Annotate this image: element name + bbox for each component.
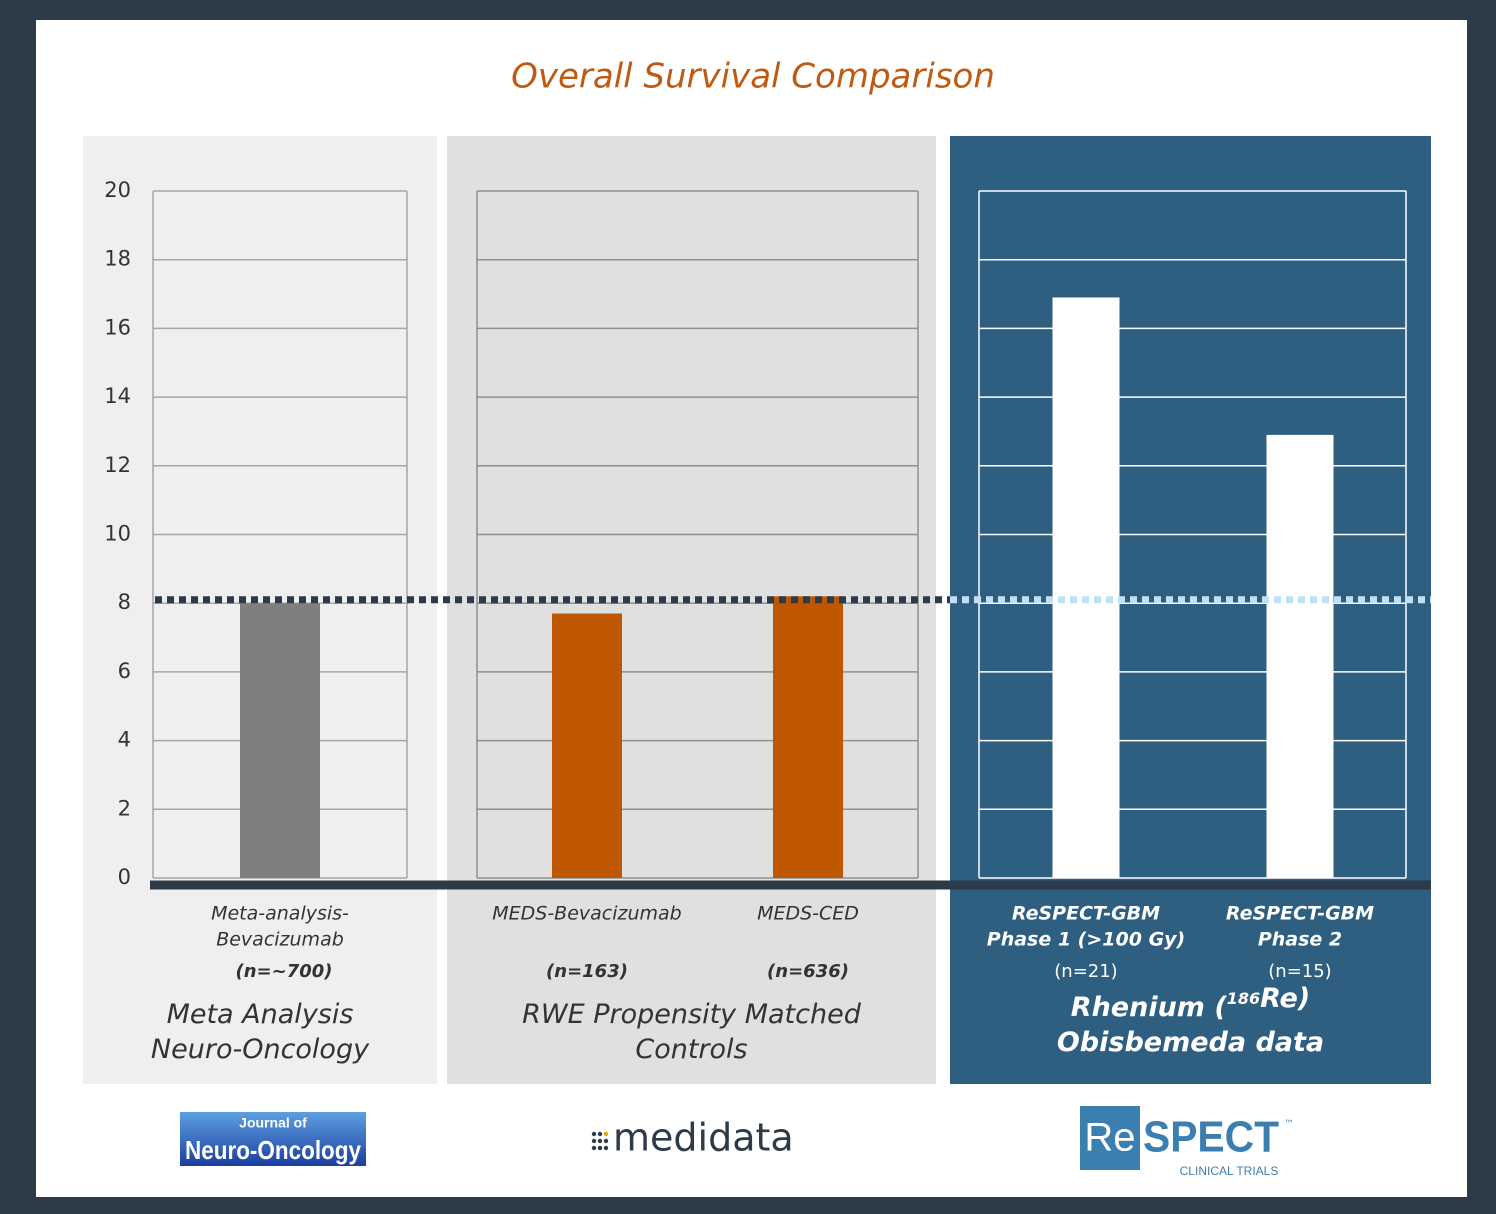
- category-label: Meta-analysis-: [211, 903, 349, 925]
- y-tick-label: 12: [104, 453, 131, 477]
- medidata-logo: medidata: [591, 1116, 794, 1160]
- bar: [773, 596, 843, 878]
- category-label: MEDS-Bevacizumab: [492, 903, 682, 925]
- bar: [1052, 297, 1120, 878]
- group-label-part: Rhenium (: [1071, 992, 1228, 1023]
- logo-text: Journal of: [239, 1115, 307, 1131]
- respect-logo: Re SPECT ™ CLINICAL TRIALS: [1080, 1106, 1294, 1178]
- group-label: RWE Propensity Matched: [522, 999, 862, 1030]
- category-label: Phase 2: [1258, 929, 1342, 951]
- group-label: Controls: [635, 1034, 747, 1065]
- category-label: MEDS-CED: [757, 903, 859, 925]
- group-label-part: Re): [1260, 983, 1310, 1014]
- chart-title: Overall Survival Comparison: [511, 57, 995, 97]
- sample-size-label: (n=21): [1054, 961, 1117, 982]
- y-tick-label: 0: [118, 865, 131, 889]
- sample-size-label: (n=~700): [235, 961, 332, 982]
- group-label-part: RWE Propensity Matched: [522, 999, 862, 1030]
- category-label: Bevacizumab: [216, 929, 344, 951]
- y-tick-label: 14: [104, 384, 131, 408]
- y-tick-label: 20: [104, 178, 131, 202]
- y-tick-label: 10: [104, 522, 131, 546]
- y-tick-label: 8: [118, 590, 131, 614]
- bar: [240, 603, 320, 878]
- sample-size-label: (n=15): [1268, 961, 1331, 982]
- y-tick-label: 18: [104, 247, 131, 271]
- journal-logo: Journal of Neuro-Oncology: [180, 1112, 366, 1166]
- y-tick-label: 4: [118, 728, 131, 752]
- sample-size-label: (n=636): [767, 961, 849, 982]
- logo-text: Neuro-Oncology: [185, 1135, 361, 1165]
- category-label: ReSPECT-GBM: [1012, 903, 1160, 925]
- y-tick-label: 2: [118, 796, 131, 820]
- group-label-part: Obisbemeda data: [1057, 1027, 1324, 1058]
- group-label: Meta Analysis: [167, 999, 354, 1030]
- panel-background: [447, 136, 936, 1084]
- y-tick-label: 6: [118, 659, 131, 683]
- sample-size-label: (n=163): [546, 961, 628, 982]
- bar: [552, 613, 622, 878]
- logo-text: medidata: [613, 1116, 794, 1160]
- group-label: Neuro-Oncology: [151, 1034, 370, 1065]
- y-tick-label: 16: [104, 315, 131, 339]
- category-label: Phase 1 (>100 Gy): [987, 929, 1185, 951]
- logo-text: SPECT: [1143, 1113, 1279, 1162]
- group-label-superscript: 186: [1227, 989, 1260, 1008]
- group-label: Obisbemeda data: [1057, 1027, 1324, 1058]
- group-label: Rhenium (186Re): [1071, 983, 1310, 1023]
- group-label-part: Neuro-Oncology: [151, 1034, 370, 1065]
- category-label: ReSPECT-GBM: [1226, 903, 1374, 925]
- group-label-part: Meta Analysis: [167, 999, 354, 1030]
- logo-text: ™: [1284, 1119, 1294, 1130]
- logo-text: Re: [1084, 1116, 1135, 1160]
- logo-text: CLINICAL TRIALS: [1180, 1164, 1279, 1178]
- bar: [1266, 434, 1334, 878]
- panel-background: [950, 136, 1431, 1084]
- group-label-part: Controls: [635, 1034, 747, 1065]
